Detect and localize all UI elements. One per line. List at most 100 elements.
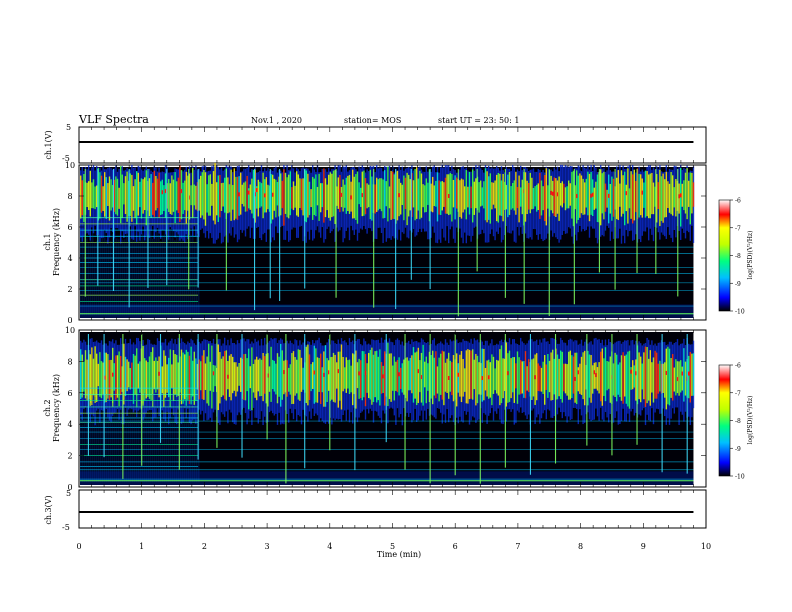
- early-broadband: [116, 238, 118, 316]
- emission-core: [512, 183, 514, 209]
- emission-core: [451, 174, 453, 222]
- emission-core: [515, 363, 517, 389]
- emission-core: [440, 181, 442, 215]
- emission-core: [348, 359, 351, 395]
- emission-core: [97, 363, 99, 387]
- emission-core: [505, 184, 507, 210]
- emission-core: [688, 180, 690, 207]
- emission-core: [670, 171, 672, 215]
- emission-core: [267, 184, 269, 210]
- emission-core: [560, 350, 562, 400]
- emission-peak: [681, 371, 684, 376]
- emission-core: [249, 366, 251, 389]
- emission-core: [692, 353, 695, 396]
- early-broadband: [114, 228, 116, 316]
- emission-peak: [411, 188, 413, 193]
- emission-core: [257, 359, 259, 392]
- emission-core: [200, 175, 202, 218]
- emission-core: [483, 181, 485, 209]
- frequency-tick-label: 6: [67, 223, 72, 232]
- emission-core: [588, 354, 591, 398]
- emission-peak: [188, 195, 191, 200]
- emission-core: [601, 348, 603, 406]
- emission-core: [497, 173, 499, 223]
- colorbar-tick-label: -6: [735, 198, 741, 205]
- early-broadband: [114, 399, 116, 483]
- emission-core: [659, 360, 661, 392]
- emission-peak: [267, 373, 269, 378]
- figure-title: VLF Spectra: [78, 113, 149, 126]
- emission-core: [433, 357, 435, 396]
- emission-core: [332, 170, 335, 217]
- emission-core: [336, 186, 338, 206]
- emission-core: [139, 361, 141, 393]
- emission-core: [347, 175, 349, 212]
- emission-core: [680, 360, 682, 393]
- emission-core: [644, 170, 647, 218]
- emission-core: [491, 182, 493, 210]
- emission-core: [633, 365, 635, 388]
- ch2-colorbar-ticks: -6 -7 -8 -9 -10: [730, 363, 745, 481]
- emission-core: [196, 182, 199, 212]
- emission-core: [208, 343, 210, 406]
- emission-core: [468, 171, 471, 215]
- early-broadband: [146, 400, 148, 483]
- emission-core: [457, 363, 459, 393]
- early-broadband: [162, 401, 164, 483]
- emission-core: [171, 175, 173, 215]
- early-broadband: [150, 227, 152, 316]
- early-broadband: [176, 229, 178, 316]
- emission-core: [496, 359, 498, 394]
- emission-peak: [678, 194, 680, 199]
- emission-core: [521, 361, 523, 394]
- emission-core: [516, 351, 519, 404]
- emission-core: [630, 367, 632, 390]
- early-broadband: [90, 235, 92, 316]
- emission-core: [83, 361, 85, 392]
- emission-peak: [340, 192, 343, 197]
- emission-peak: [641, 190, 644, 195]
- emission-core: [480, 180, 482, 207]
- emission-core: [654, 350, 656, 399]
- emission-core: [460, 178, 463, 219]
- early-broadband: [184, 399, 186, 483]
- emission-core: [641, 363, 643, 390]
- emission-core: [504, 358, 506, 392]
- emission-core: [94, 346, 96, 404]
- emission-core: [305, 346, 307, 403]
- early-broadband: [134, 396, 136, 483]
- emission-core: [403, 175, 405, 221]
- emission-core: [681, 366, 683, 391]
- frequency-tick-label: 10: [65, 326, 75, 335]
- early-broadband: [122, 239, 124, 316]
- emission-core: [632, 360, 634, 390]
- early-broadband: [170, 399, 172, 483]
- emission-peak: [337, 369, 340, 374]
- emission-core: [428, 351, 431, 403]
- emission-core: [478, 182, 480, 213]
- emission-core: [435, 351, 437, 399]
- emission-core: [459, 180, 461, 217]
- emission-core: [632, 174, 634, 224]
- emission-core: [467, 186, 469, 208]
- emission-core: [427, 363, 429, 391]
- emission-core: [289, 171, 291, 216]
- emission-core: [180, 349, 183, 405]
- emission-core: [366, 183, 368, 209]
- emission-core: [572, 356, 575, 394]
- emission-core: [220, 358, 223, 398]
- emission-core: [609, 356, 611, 403]
- emission-core: [481, 187, 483, 206]
- emission-core: [132, 186, 135, 211]
- emission-core: [297, 349, 299, 400]
- emission-core: [108, 360, 111, 400]
- emission-core: [94, 186, 96, 210]
- emission-core: [675, 359, 677, 396]
- early-broadband: [170, 228, 172, 316]
- early-broadband: [184, 229, 186, 316]
- emission-core: [248, 188, 250, 209]
- emission-core: [193, 351, 195, 405]
- emission-core: [467, 349, 469, 404]
- early-broadband: [80, 229, 82, 316]
- emission-core: [176, 181, 178, 211]
